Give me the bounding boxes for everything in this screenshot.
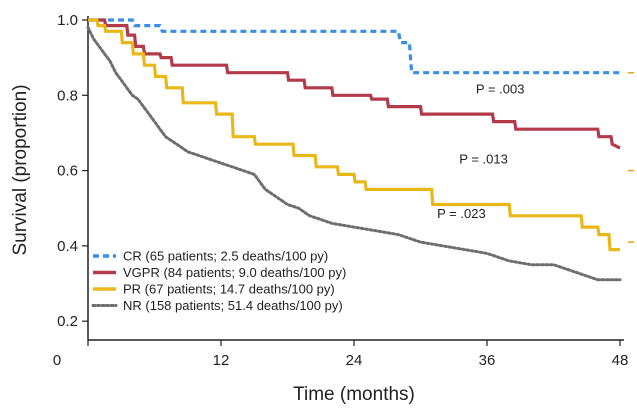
- x-tick-label: 48: [612, 352, 629, 369]
- legend-entry-cr: CR (65 patients; 2.5 deaths/100 py): [123, 249, 328, 264]
- x-tick-label: 24: [346, 352, 363, 369]
- p-value-label: P = .013: [459, 151, 508, 166]
- x-tick-label: 0: [53, 352, 61, 369]
- series-line-pr: [88, 18, 620, 252]
- y-tick-label: 0.4: [57, 238, 78, 255]
- y-tick-label: 0.2: [57, 313, 78, 330]
- y-tick-label: 1.0: [57, 12, 78, 29]
- x-tick-label: 12: [213, 352, 230, 369]
- y-tick-label: 0.8: [57, 87, 78, 104]
- series-line-nr: [86, 26, 622, 282]
- legend-entry-vgpr: VGPR (84 patients; 9.0 deaths/100 py): [123, 265, 346, 280]
- series-line-vgpr: [88, 18, 621, 150]
- annotation-layer: P = .003 P = .013 P = .023: [437, 82, 524, 221]
- y-tick-label: 0.6: [57, 163, 78, 180]
- x-axis-title: Time (months): [293, 384, 415, 405]
- series-line-cr: [88, 18, 620, 75]
- legend: CR (65 patients; 2.5 deaths/100 py)VGPR …: [91, 249, 346, 313]
- legend-entry-pr: PR (67 patients; 14.7 deaths/100 py): [123, 282, 335, 297]
- x-tick-label: 36: [479, 352, 496, 369]
- p-value-label: P = .023: [437, 206, 486, 221]
- p-value-label: P = .003: [476, 82, 525, 97]
- legend-entry-nr: NR (158 patients; 51.4 deaths/100 py): [123, 298, 343, 313]
- series-layer: [86, 18, 634, 282]
- axes: 0.2 0.4 0.6 0.8 1.0 0 12 24 36 48 Time (months) Sur…: [10, 12, 628, 405]
- y-axis-title: Survival (proportion): [10, 84, 31, 255]
